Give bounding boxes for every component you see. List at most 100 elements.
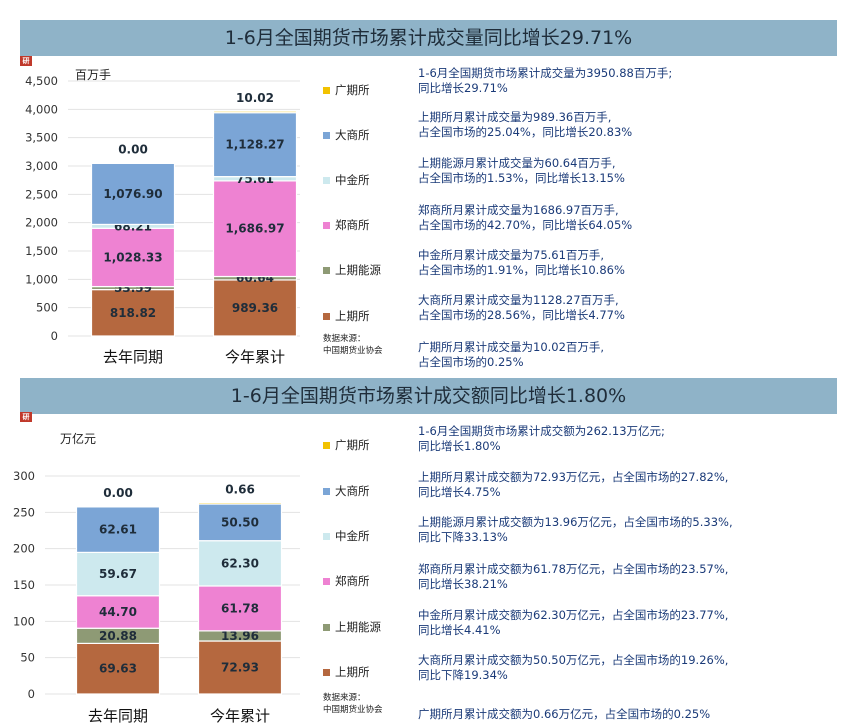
bar-value-label: 59.67 (99, 567, 137, 581)
y-tick-label: 50 (20, 651, 35, 665)
bar-segment-5 (75, 506, 161, 553)
bar-segment-1 (90, 289, 176, 337)
summary-note-line: 大商所月累计成交量为1128.27百万手, (418, 293, 619, 307)
bar-segment-5 (90, 162, 176, 226)
summary-note-line: 上期能源月累计成交额为13.96万亿元，占全国市场的5.33%, (418, 515, 733, 529)
x-category-label: 去年同期 (88, 707, 148, 725)
bar-segment-4 (197, 540, 283, 587)
bar-value-label: 50.50 (221, 515, 259, 529)
y-axis-unit: 百万手 (75, 68, 112, 82)
y-tick-label: 1,500 (25, 244, 58, 258)
legend-label: 大商所 (335, 484, 370, 498)
bar-value-label: 20.88 (99, 629, 137, 643)
legend-item: 郑商所 (323, 217, 370, 233)
legend-item: 中金所 (323, 172, 370, 188)
bar-value-label: 0.00 (118, 142, 148, 156)
bar-segment-6 (212, 110, 298, 114)
legend-label: 中金所 (335, 173, 370, 187)
bar-segment-1 (197, 640, 283, 695)
summary-note-line: 占全国市场的1.53%，同比增长13.15% (418, 171, 625, 185)
summary-note-line: 中金所月累计成交量为75.61百万手, (418, 248, 605, 262)
legend-label: 大商所 (335, 128, 370, 142)
legend-item: 广期所 (323, 82, 370, 98)
summary-note-line: 广期所月累计成交量为10.02百万手, (418, 340, 605, 354)
research-logo-icon: 研 (20, 412, 32, 422)
y-tick-label: 100 (13, 614, 35, 628)
data-source: 数据来源： 中国期货业协会 (323, 333, 383, 357)
chart-banner-title: 1-6月全国期货市场累计成交额同比增长1.80% (20, 378, 837, 414)
bar-segment-5 (212, 112, 298, 178)
summary-note: 郑商所月累计成交额为61.78万亿元，占全国市场的23.57%, 同比增长38.2… (418, 562, 728, 592)
y-tick-label: 150 (13, 578, 35, 592)
summary-note-line: 上期所月累计成交额为72.93万亿元，占全国市场的27.82%, (418, 470, 729, 484)
legend-swatch-icon (323, 578, 330, 585)
summary-note: 上期能源月累计成交量为60.64百万手, 占全国市场的1.53%，同比增长13.1… (418, 156, 625, 186)
summary-note: 上期能源月累计成交额为13.96万亿元，占全国市场的5.33%, 同比下降33.1… (418, 515, 733, 545)
legend-swatch-icon (323, 267, 330, 274)
summary-note-line: 广期所月累计成交额为0.66万亿元，占全国市场的0.25% (418, 707, 711, 721)
legend-label: 广期所 (335, 438, 370, 452)
legend-label: 广期所 (335, 83, 370, 97)
legend-label: 上期所 (335, 309, 370, 323)
bar-value-label: 1,686.97 (225, 222, 284, 236)
data-source: 数据来源： 中国期货业协会 (323, 692, 383, 716)
research-logo-icon: 研 (20, 56, 32, 66)
data-source-name: 中国期货业协会 (323, 705, 383, 715)
summary-note-line: 占全国市场的42.70%，同比增长64.05% (418, 218, 633, 232)
y-tick-label: 0 (51, 329, 58, 343)
legend-swatch-icon (323, 87, 330, 94)
summary-note: 中金所月累计成交额为62.30万亿元，占全国市场的23.77%, 同比增长4.41… (418, 608, 728, 638)
y-tick-label: 250 (13, 505, 35, 519)
summary-note-line: 同比下降33.13% (418, 530, 508, 544)
stacked-bar-chart: 0 500 1,000 1,500 2,000 2,500 3,000 3,500 4,000 4… (25, 74, 300, 366)
legend-swatch-icon (323, 442, 330, 449)
y-tick-label: 3,000 (25, 159, 58, 173)
legend-label: 郑商所 (335, 218, 370, 232)
summary-note-line: 1-6月全国期货市场累计成交量为3950.88百万手; (418, 66, 673, 80)
summary-note-line: 同比下降19.34% (418, 668, 508, 682)
bar-segment-1 (75, 642, 161, 695)
y-tick-label: 4,000 (25, 102, 58, 116)
bar-segment-5 (197, 503, 283, 542)
bar-value-label: 1,028.33 (103, 250, 162, 264)
legend-item: 上期能源 (323, 619, 381, 635)
x-category-label: 去年同期 (103, 348, 163, 366)
legend-item: 大商所 (323, 127, 370, 143)
legend-item: 上期能源 (323, 262, 381, 278)
x-category-label: 今年累计 (210, 707, 270, 725)
legend-swatch-icon (323, 533, 330, 540)
y-tick-label: 200 (13, 542, 35, 556)
summary-note: 大商所月累计成交量为1128.27百万手, 占全国市场的28.56%，同比增长4.… (418, 293, 625, 323)
bar-value-label: 0.66 (225, 483, 255, 497)
summary-note: 大商所月累计成交额为50.50万亿元，占全国市场的19.26%, 同比下降19.3… (418, 653, 728, 683)
bar-value-label: 62.30 (221, 556, 259, 570)
bar-segment-3 (212, 180, 298, 278)
summary-note-line: 1-6月全国期货市场累计成交额为262.13万亿元; (418, 424, 665, 438)
summary-note-line: 同比增长38.21% (418, 577, 508, 591)
summary-note: 广期所月累计成交额为0.66万亿元，占全国市场的0.25% (418, 707, 710, 722)
legend-item: 上期所 (323, 664, 370, 680)
y-tick-label: 500 (36, 301, 58, 315)
bar-segment-3 (75, 595, 161, 629)
legend-label: 上期能源 (335, 263, 381, 277)
bar-value-label: 69.63 (99, 662, 137, 676)
legend-item: 郑商所 (323, 573, 370, 589)
bar-value-label: 0.00 (103, 486, 133, 500)
bar-segment-3 (90, 227, 176, 288)
bar-value-label: 1,128.27 (225, 138, 284, 152)
legend-item: 上期所 (323, 308, 370, 324)
bar-value-label: 62.61 (99, 523, 137, 537)
bar-segment-6 (197, 501, 283, 505)
legend-swatch-icon (323, 132, 330, 139)
summary-note: 上期所月累计成交额为72.93万亿元，占全国市场的27.82%, 同比增长4.75… (418, 470, 728, 500)
bar-value-label: 10.02 (236, 91, 274, 105)
y-tick-label: 4,500 (25, 74, 58, 88)
y-tick-label: 0 (28, 687, 35, 701)
bar-value-label: 818.82 (110, 306, 156, 320)
data-source-name: 中国期货业协会 (323, 346, 383, 356)
y-axis-unit: 万亿元 (60, 432, 97, 446)
summary-note: 1-6月全国期货市场累计成交量为3950.88百万手; 同比增长29.71% (418, 66, 672, 96)
bar-value-label: 61.78 (221, 601, 259, 615)
legend-label: 上期所 (335, 665, 370, 679)
